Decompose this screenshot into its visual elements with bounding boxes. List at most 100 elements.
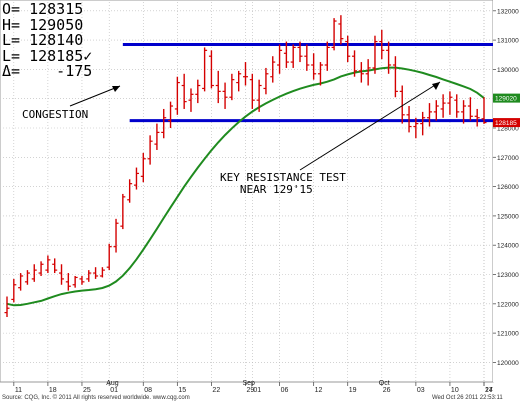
congestion-arrow [69,85,121,107]
price-label: 128185 [493,118,520,128]
ohlc-bar [433,100,439,121]
x-month-label: Aug [106,380,119,387]
x-tick-label: 29 [247,387,255,394]
y-tick-label: 127000 [497,155,519,162]
ohlc-row: O= 128315 [2,2,83,17]
y-tick-label: 130000 [497,67,519,74]
ohlc-bar [317,62,323,86]
ohlc-bar [426,103,432,127]
ohlc-bar [338,15,344,45]
ohlc-bar [18,273,24,291]
ohlc-bar [263,67,269,95]
x-tick-label: 12 [315,387,323,394]
price-label-box [493,118,520,128]
price-label-box [493,93,520,103]
ohlc-bar [481,97,487,124]
y-tick-label: 123000 [497,272,519,279]
y-axis-area [493,0,521,382]
x-tick-label: 18 [49,387,57,394]
ohlc-bar [174,76,180,115]
ohlc-row: L= 128185✓ [2,46,93,65]
ohlc-bar [208,50,214,89]
ohlc-bar [38,261,44,276]
ohlc-bar [358,62,364,83]
price-label-text: 128185 [495,120,517,127]
ohlc-bar [243,62,248,86]
y-tick-label: 125000 [497,213,519,220]
ohlc-bar [113,218,119,253]
x-tick-label: 26 [383,387,391,394]
y-tick-label: 124000 [497,243,519,250]
y-tick-label: 128000 [497,126,519,133]
ohlc-bar [372,35,378,74]
ohlc-row: Δ= -175 [2,64,92,79]
ohlc-row-label: O= [2,0,21,18]
ohlc-bar [99,267,105,278]
ohlc-bar [229,73,235,101]
ohlc-bar [461,100,467,124]
ohlc-bar [202,47,208,92]
ohlc-bar [59,264,65,285]
ohlc-bar [454,94,460,118]
ohlc-row-label: L= [2,46,21,65]
ohlc-bar [283,41,289,68]
ohlc-bar [195,79,201,104]
ohlc-bars [4,15,487,317]
ohlc-bar [133,167,139,190]
ohlc-bar [45,255,51,274]
ohlc-bar [399,85,405,124]
ohlc-bar [406,106,412,133]
ohlc-bar [270,56,276,83]
ohlc-row-value: 128140 [20,31,84,49]
x-tick-label: 24 [485,387,493,394]
ohlc-bar [297,41,303,63]
ohlc-bar [290,44,296,68]
ohlc-bar [52,258,58,274]
ohlc-bar [474,108,480,127]
x-tick-label: 25 [83,387,91,394]
footer-source: Source: CQG, Inc. © 2011 All rights rese… [2,395,190,401]
ohlc-bar [413,117,419,139]
key-resistance-arrow [299,81,441,171]
ohlc-bar [161,108,167,139]
ohlc-bar [379,29,385,60]
ohlc-bar [4,296,10,317]
ohlc-bar [311,53,317,80]
x-tick-label: 22 [212,387,220,394]
x-tick-label: 15 [178,387,186,394]
ohlc-bar [11,278,17,303]
congestion-arrowhead [112,86,120,92]
ohlc-row-label: Δ= [2,62,21,80]
x-tick-label: 01 [253,387,261,394]
x-month-label: Oct [379,380,390,387]
ohlc-bar [120,193,126,230]
ohlc-row-value: 128315 [20,0,84,18]
ohlc-bar [352,50,358,77]
ohlc-bar [420,111,426,136]
ohlc-bar [188,88,194,112]
ohlc-bar [392,56,398,98]
ohlc-row-value: -175 [20,62,93,80]
ohlc-row-value: 128185✓ [20,46,93,65]
price-label-text: 129020 [495,96,517,103]
gridlines [3,2,493,382]
ohlc-bar [324,41,330,71]
ohlc-bar [236,70,242,92]
ohlc-bar [440,94,446,118]
ohlc-bar [467,97,473,121]
x-tick-label: 17 [485,387,493,394]
ohlc-row: L= 128140 [2,33,83,48]
ohlc-bar [331,18,337,51]
x-month-label: Sep [243,380,256,387]
ohlc-bar [168,101,174,128]
key-resistance-arrowhead [432,82,440,90]
ohlc-bar [79,275,85,285]
ohlc-bar [127,179,133,203]
ohlc-row-label: H= [2,15,21,34]
horizontal-lines [122,42,493,123]
ohlc-bar [93,267,99,279]
x-tick-label: 03 [417,387,425,394]
price-label: 129020 [493,93,520,103]
